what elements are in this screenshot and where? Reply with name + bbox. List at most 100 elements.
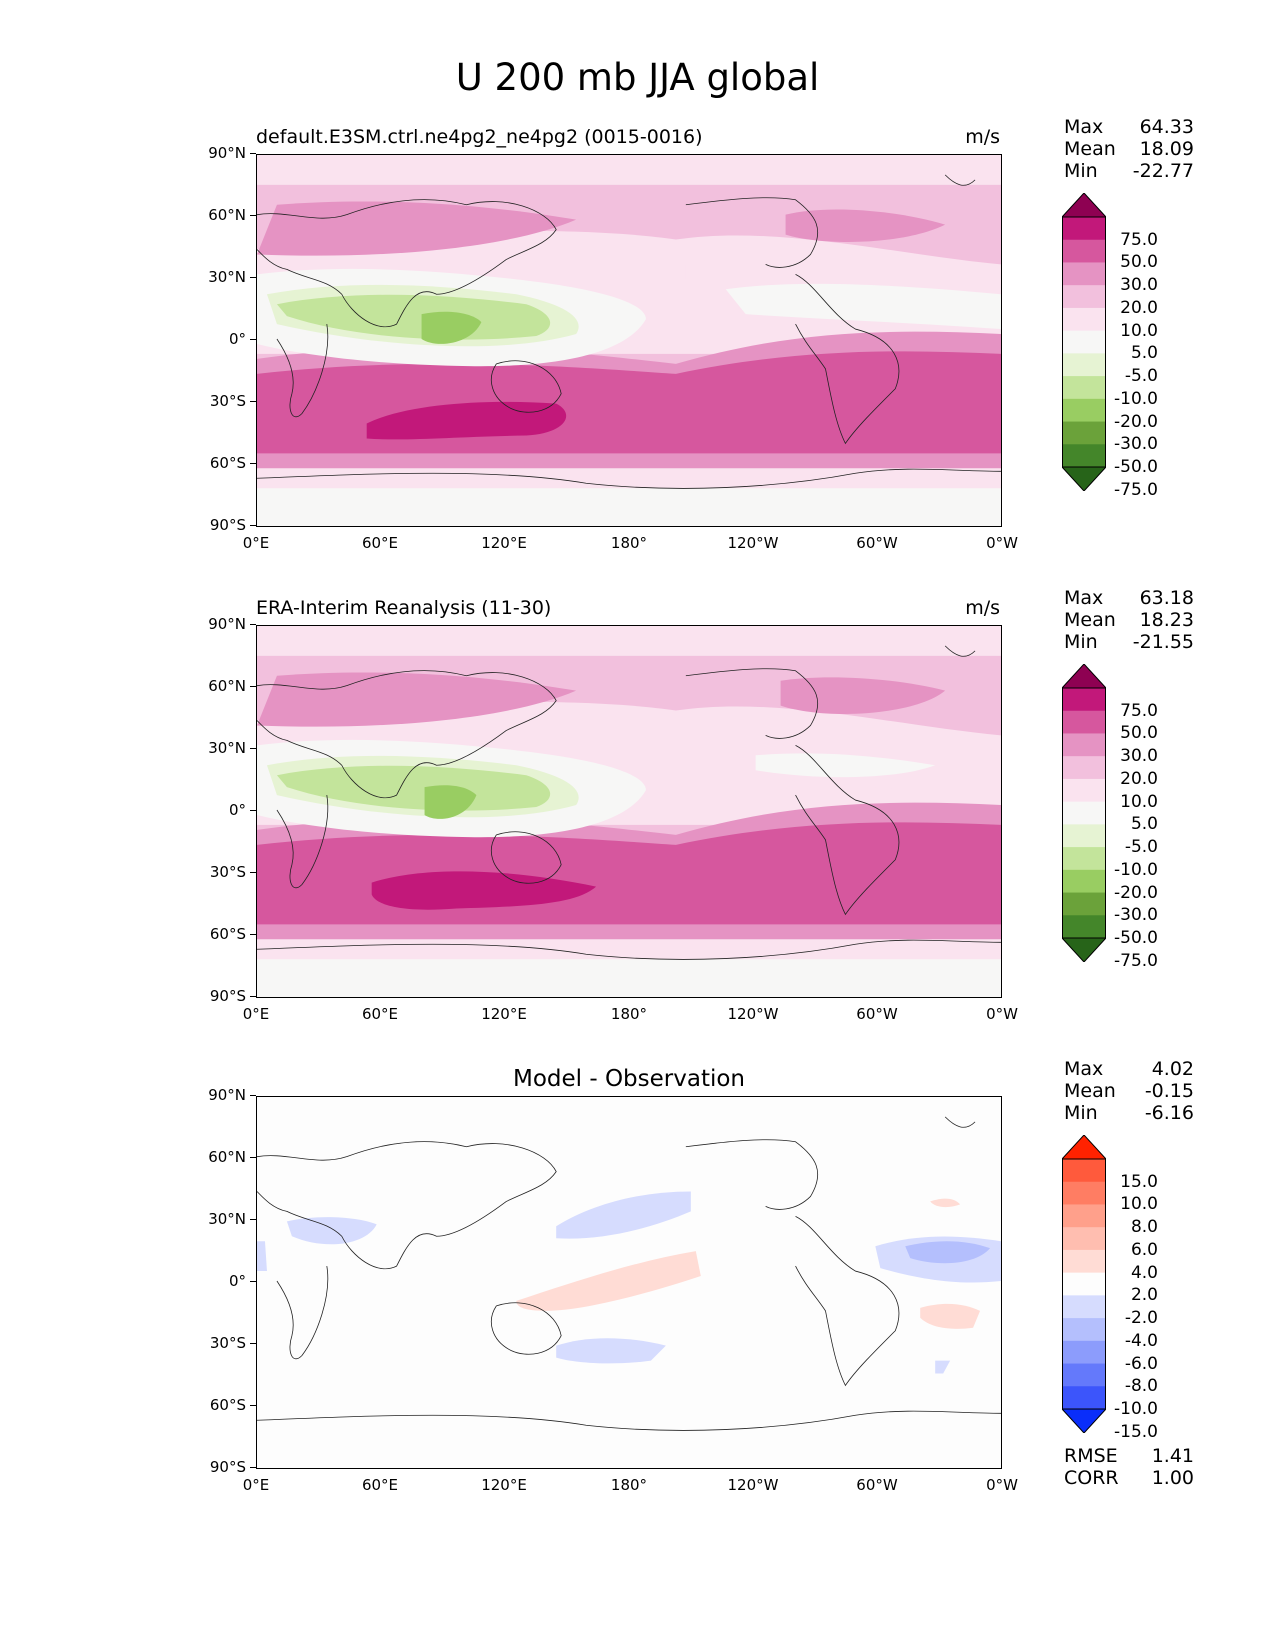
map-field [257,626,1001,997]
colorbar-segment [1062,778,1106,803]
colorbar-segment [1062,1181,1106,1205]
stat-mean-label: Mean [1064,138,1116,160]
panel-title-left: ERA-Interim Reanalysis (11-30) [256,597,552,619]
colorbar-segment [1062,847,1106,871]
colorbar-tick-label: 10.0 [1120,1194,1158,1215]
stat-min: -21.55 [1132,631,1194,653]
lon-tick-60e: 60°E [361,534,399,552]
colorbar-segment [1062,285,1106,309]
colorbar-segment [1062,710,1106,734]
colorbar-tick-label: 8.0 [1130,1217,1158,1238]
colorbar-tick-label: 75.0 [1120,229,1158,250]
colorbar-segment [1062,1272,1106,1296]
colorbar-tick-label: -50.0 [1114,928,1158,948]
lon-tick-180: 180° [610,1005,648,1023]
colorbar-tick-label: -20.0 [1114,882,1158,903]
map-field [257,155,1001,526]
lon-tick-120w: 120°W [727,1476,779,1494]
colorbar-tick-label: -4.0 [1124,1330,1158,1351]
colorbar-tick-label: -30.0 [1114,905,1158,926]
lat-tick-60s: 60°S [190,454,256,472]
lat-tick-90n: 90°N [190,1086,256,1104]
map-plot [256,1096,1002,1469]
colorbar-tick-label: -5.0 [1124,366,1158,387]
colorbar-segment [1062,1340,1106,1365]
colorbar-segment [1062,421,1106,445]
corr-label: CORR [1064,1467,1119,1489]
colorbar-tick-label: -15.0 [1114,1421,1158,1442]
colorbar-tick-label: 10.0 [1120,320,1158,341]
stats-box: Max 64.33 Mean 18.09 Min -22.77 [1064,116,1194,182]
stat-min-label: Min [1064,1102,1098,1124]
colorbar-segment [1062,1159,1106,1183]
lat-tick-60s: 60°S [190,1396,256,1414]
lon-tick-0w: 0°W [986,1005,1018,1023]
stat-max: 64.33 [1139,116,1194,138]
colorbar-cap-bottom [1062,466,1106,491]
lon-tick-0w: 0°W [986,1476,1018,1494]
panel-model: default.E3SM.ctrl.ne4pg2_ne4pg2 (0015-00… [0,116,1275,596]
colorbar-tick-label: 2.0 [1130,1285,1158,1306]
colorbar-segment [1062,239,1106,263]
lon-tick-60w: 60°W [856,1476,898,1494]
colorbar [1062,664,1106,962]
lon-tick-180: 180° [610,534,648,552]
lat-tick-60s: 60°S [190,925,256,943]
colorbar-tick-label: 50.0 [1120,723,1158,744]
lon-tick-0e: 0°E [242,1476,270,1494]
stat-mean: 18.09 [1139,138,1194,160]
stat-mean: -0.15 [1144,1080,1194,1102]
lat-tick-30s: 30°S [190,1334,256,1352]
stat-max-label: Max [1064,1058,1104,1080]
lon-tick-120e: 120°E [481,1005,527,1023]
colorbar-tick-label: 75.0 [1120,700,1158,721]
colorbar-tick-label: 10.0 [1120,791,1158,812]
stat-mean-label: Mean [1064,1080,1116,1102]
lat-tick-30n: 30°N [190,739,256,757]
colorbar-segment [1062,1318,1106,1342]
stats-box: Max 63.18 Mean 18.23 Min -21.55 [1064,587,1194,653]
stat-min: -6.16 [1144,1102,1194,1124]
rmse-label: RMSE [1064,1445,1118,1467]
panel-difference: Model - Observation 90°N 6 [0,1058,1275,1538]
stat-mean: 18.23 [1139,609,1194,631]
colorbar-segment [1062,330,1106,354]
map-field [257,1097,1001,1468]
panel-units: m/s [965,126,1000,148]
colorbar-segment [1062,688,1106,712]
lon-tick-60w: 60°W [856,1005,898,1023]
lon-tick-60e: 60°E [361,1476,399,1494]
stat-max: 63.18 [1139,587,1194,609]
corr-value: 1.00 [1151,1467,1194,1489]
lon-tick-120e: 120°E [481,1476,527,1494]
colorbar-tick-label: -75.0 [1114,950,1158,971]
colorbar-segment [1062,217,1106,241]
stat-max: 4.02 [1151,1058,1194,1080]
colorbar-segment [1062,444,1106,468]
colorbar-tick-label: 5.0 [1130,343,1158,364]
colorbar-tick-label: -10.0 [1114,1399,1158,1419]
colorbar-tick-label: -2.0 [1124,1308,1158,1329]
error-stats-box: RMSE 1.41 CORR 1.00 [1064,1445,1194,1489]
map-plot [256,625,1002,998]
panel-title-left: default.E3SM.ctrl.ne4pg2_ne4pg2 (0015-00… [256,126,703,148]
colorbar-tick-label: -5.0 [1124,837,1158,858]
lat-tick-0: 0° [190,330,256,348]
lon-tick-60w: 60°W [856,534,898,552]
colorbar-segment [1062,1363,1106,1387]
colorbar-segment [1062,1386,1106,1410]
colorbar-tick-label: -8.0 [1124,1376,1158,1397]
colorbar-segment [1062,824,1106,848]
colorbar-cap-top [1062,193,1106,218]
lon-tick-0e: 0°E [242,1005,270,1023]
lat-tick-90s: 90°S [190,516,256,534]
colorbar-segment [1062,353,1106,377]
lat-tick-0: 0° [190,801,256,819]
colorbar-tick-label: 5.0 [1130,814,1158,835]
colorbar-labels: 75.0 50.0 30.0 20.0 10.0 5.0 -5.0 -10.0 -20.0 -30… [1108,664,1188,971]
lat-tick-60n: 60°N [190,206,256,224]
colorbar-segment [1062,398,1106,423]
colorbar-tick-label: 20.0 [1120,768,1158,789]
lat-tick-90n: 90°N [190,144,256,162]
colorbar-cap-bottom [1062,1408,1106,1433]
